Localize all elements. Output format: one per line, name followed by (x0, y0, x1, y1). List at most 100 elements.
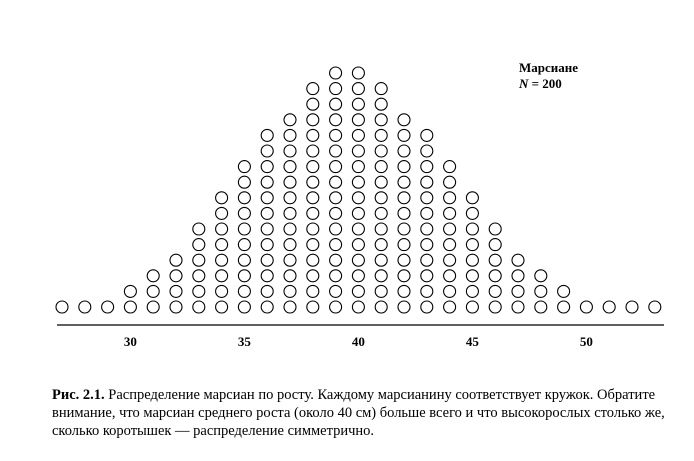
dot-marker (488, 269, 502, 283)
dot-marker (374, 97, 388, 111)
figure-label: Рис. 2.1. (52, 387, 105, 403)
dot-marker (443, 206, 457, 220)
dot-marker (443, 300, 457, 314)
dot-marker (374, 113, 388, 127)
dot-marker (465, 191, 479, 205)
x-tick-label: 35 (238, 334, 252, 349)
dot-marker (420, 175, 434, 189)
dot-marker (374, 269, 388, 283)
dot-marker (237, 269, 251, 283)
dot-marker (101, 300, 115, 314)
dot-marker (329, 113, 343, 127)
dot-marker (397, 113, 411, 127)
dot-marker (123, 284, 137, 298)
dot-marker (351, 160, 365, 174)
dot-marker (374, 206, 388, 220)
dot-marker (397, 222, 411, 236)
dot-marker (329, 269, 343, 283)
dot-marker (329, 128, 343, 142)
dot-marker (306, 238, 320, 252)
dot-marker (306, 191, 320, 205)
dot-marker (351, 97, 365, 111)
dot-marker (351, 222, 365, 236)
dot-marker (420, 269, 434, 283)
dot-marker (192, 253, 206, 267)
dot-marker (443, 175, 457, 189)
dot-marker (351, 82, 365, 96)
dot-marker (397, 191, 411, 205)
dot-marker (55, 300, 69, 314)
dot-marker (260, 206, 274, 220)
dot-marker (488, 222, 502, 236)
dot-marker (374, 284, 388, 298)
dot-marker (465, 238, 479, 252)
dot-marker (397, 284, 411, 298)
dot-marker (420, 222, 434, 236)
dot-marker (374, 160, 388, 174)
caption-text: Распределение марсиан по росту. Каждому … (52, 387, 665, 439)
dot-marker (329, 160, 343, 174)
dot-marker (306, 128, 320, 142)
dot-marker (397, 175, 411, 189)
dot-marker (215, 300, 229, 314)
dot-marker (397, 128, 411, 142)
dot-marker (283, 113, 297, 127)
dot-marker (351, 284, 365, 298)
dot-marker (306, 253, 320, 267)
dot-marker (511, 269, 525, 283)
dot-marker (192, 284, 206, 298)
legend-n-label: N (519, 76, 529, 91)
dot-marker (534, 269, 548, 283)
dot-marker (237, 222, 251, 236)
dot-marker (237, 253, 251, 267)
dot-marker (488, 284, 502, 298)
dot-marker (283, 191, 297, 205)
dot-marker (329, 300, 343, 314)
dot-marker (329, 82, 343, 96)
dot-marker (237, 284, 251, 298)
dot-marker (374, 238, 388, 252)
dot-marker (465, 300, 479, 314)
dot-marker (146, 269, 160, 283)
dot-marker (374, 82, 388, 96)
dot-marker (306, 175, 320, 189)
dot-marker (397, 253, 411, 267)
dot-marker (237, 175, 251, 189)
dot-marker (329, 206, 343, 220)
dot-marker (169, 300, 183, 314)
dot-marker (420, 238, 434, 252)
dot-marker (329, 66, 343, 80)
legend-title: Марсиане (519, 60, 579, 75)
dot-marker (283, 128, 297, 142)
dot-marker (420, 160, 434, 174)
dot-marker (465, 269, 479, 283)
dot-marker (420, 253, 434, 267)
dot-marker (648, 300, 662, 314)
dot-marker (557, 300, 571, 314)
dot-marker (374, 175, 388, 189)
dot-marker (329, 97, 343, 111)
dot-marker (465, 284, 479, 298)
dot-marker (237, 300, 251, 314)
dot-marker (351, 128, 365, 142)
dot-marker (215, 206, 229, 220)
dot-marker (465, 206, 479, 220)
x-tick-labels: 30 35 40 45 50 (124, 334, 593, 349)
dot-marker (579, 300, 593, 314)
dot-marker (488, 238, 502, 252)
dot-marker (374, 128, 388, 142)
dot-marker (123, 300, 137, 314)
dot-marker (351, 66, 365, 80)
dot-marker (215, 238, 229, 252)
dot-marker (283, 300, 297, 314)
dot-marker (215, 191, 229, 205)
dot-marker (192, 300, 206, 314)
dot-marker (351, 300, 365, 314)
dot-marker (351, 144, 365, 158)
dot-marker (215, 253, 229, 267)
dot-marker (420, 284, 434, 298)
dot-marker (260, 191, 274, 205)
dot-marker (260, 253, 274, 267)
dot-marker (260, 175, 274, 189)
dot-marker (351, 238, 365, 252)
